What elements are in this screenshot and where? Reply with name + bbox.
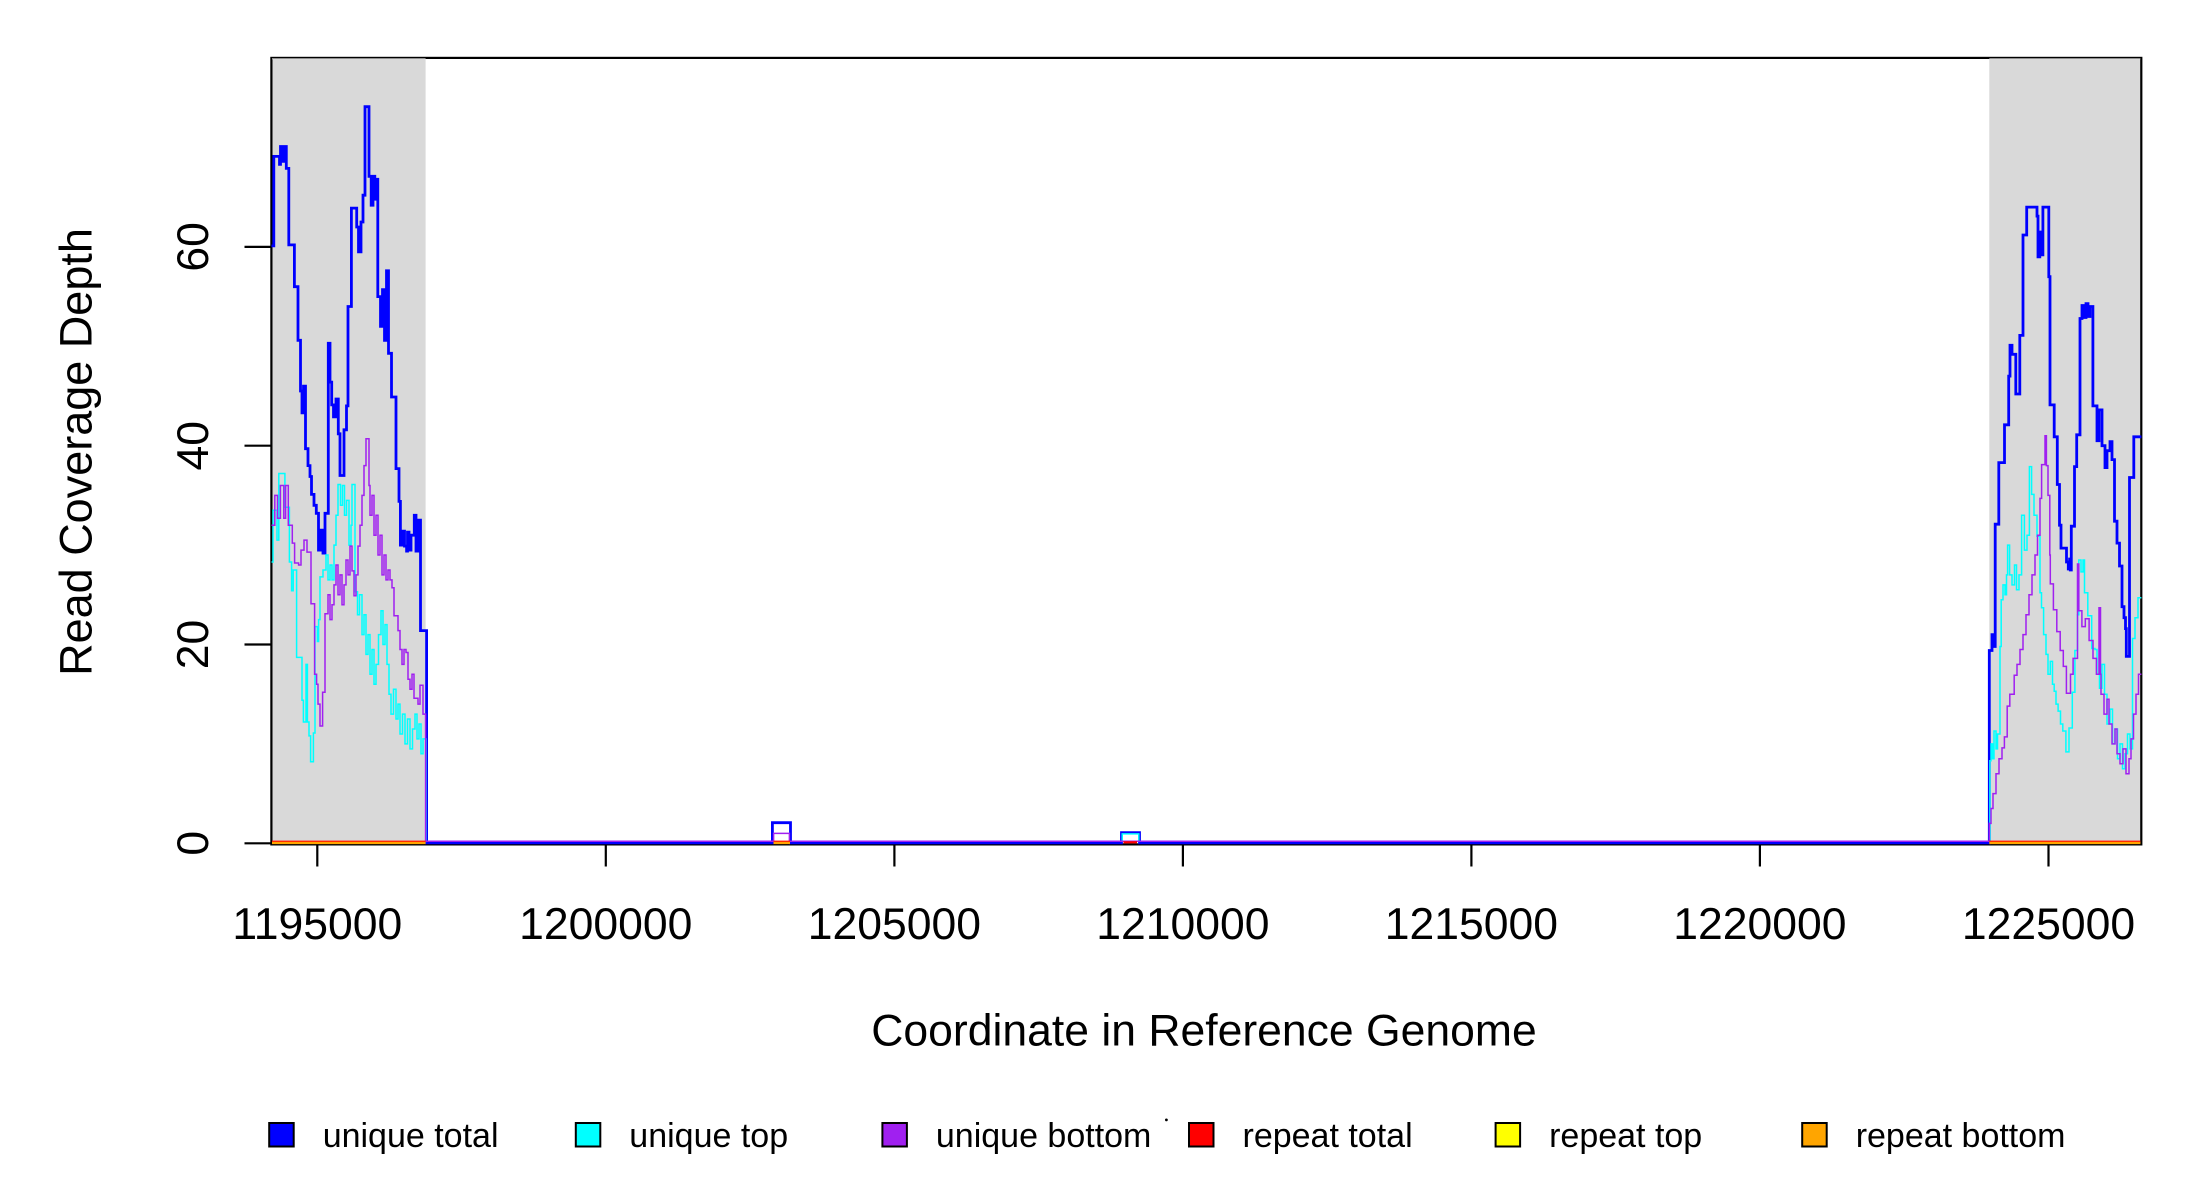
svg-text:Read Coverage Depth: Read Coverage Depth: [51, 228, 102, 676]
svg-text:40: 40: [169, 421, 218, 471]
svg-text:1225000: 1225000: [1962, 900, 2135, 949]
svg-text:1200000: 1200000: [519, 900, 692, 949]
svg-text:1205000: 1205000: [808, 900, 981, 949]
svg-text:unique bottom: unique bottom: [936, 1117, 1152, 1155]
svg-text:1220000: 1220000: [1673, 900, 1846, 949]
svg-text:repeat bottom: repeat bottom: [1856, 1117, 2066, 1155]
svg-text:Coordinate in Reference Genome: Coordinate in Reference Genome: [871, 1007, 1536, 1056]
svg-text:unique top: unique top: [629, 1117, 788, 1155]
svg-text:unique total: unique total: [323, 1117, 499, 1155]
svg-text:1195000: 1195000: [232, 900, 402, 949]
svg-text:20: 20: [169, 620, 218, 670]
svg-text:repeat total: repeat total: [1243, 1117, 1413, 1155]
svg-text:1210000: 1210000: [1096, 900, 1269, 949]
svg-text:0: 0: [169, 831, 218, 856]
svg-text:repeat top: repeat top: [1549, 1117, 1702, 1155]
svg-text:1215000: 1215000: [1385, 900, 1558, 949]
svg-text:60: 60: [169, 222, 218, 272]
